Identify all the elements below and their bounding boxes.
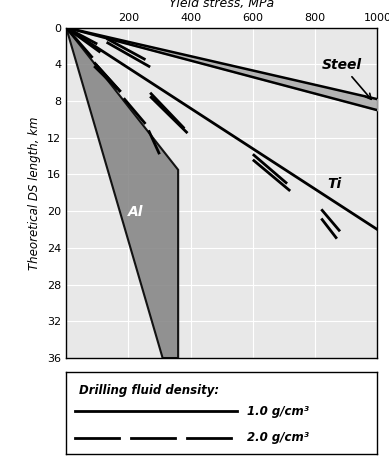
Text: 1.0 g/cm³: 1.0 g/cm³ [247,405,308,418]
Y-axis label: Theoretical DS length, km: Theoretical DS length, km [28,116,42,269]
Polygon shape [66,28,178,358]
Text: 2.0 g/cm³: 2.0 g/cm³ [247,431,308,444]
Text: Drilling fluid density:: Drilling fluid density: [79,384,219,397]
Text: Al: Al [128,205,144,219]
Text: Ti: Ti [328,177,342,191]
X-axis label: Yield stress, MPa: Yield stress, MPa [169,0,274,10]
Text: Steel: Steel [322,58,371,99]
